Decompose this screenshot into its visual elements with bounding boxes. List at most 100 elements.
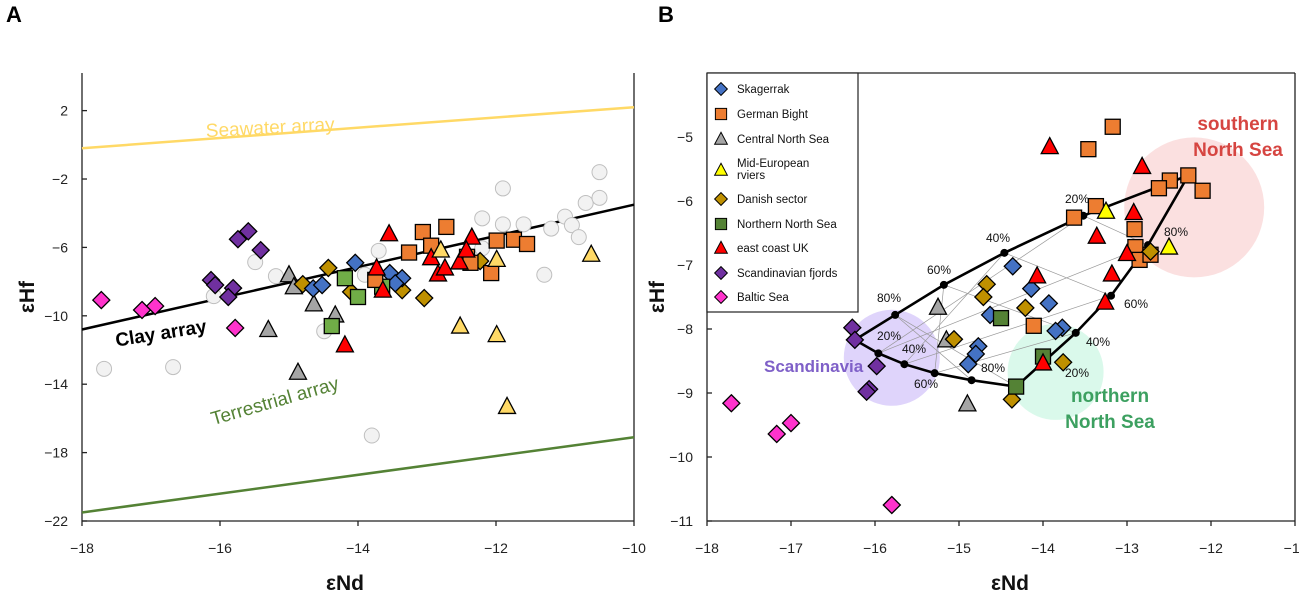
data-point (456, 239, 476, 258)
data-point (591, 189, 608, 206)
data-point (318, 258, 338, 278)
data-point (488, 232, 505, 249)
y-tick-label: −10 (44, 308, 68, 324)
y-axis-title: εHf (16, 280, 39, 313)
data-point (438, 218, 455, 236)
y-tick-label: −8 (677, 321, 693, 337)
chart-panel-a: −18 −16 −14 −12 −102−2−6−10−14−18−22εNdεHfSe… (16, 73, 646, 595)
data-point (515, 216, 532, 233)
legend-label: German Bight (737, 109, 809, 121)
data-point (1040, 136, 1060, 155)
data-point (1194, 182, 1211, 199)
data-point (957, 393, 977, 412)
mixing-percent-label: 20% (1065, 192, 1089, 206)
data-point (570, 229, 587, 246)
legend-item: Northern North Sea (714, 217, 837, 231)
data-point (228, 229, 248, 249)
mixing-grid-line (894, 314, 972, 381)
data-point (1025, 317, 1042, 334)
data-point (1087, 225, 1107, 244)
data-point (1180, 167, 1197, 184)
data-point (581, 243, 601, 262)
data-point (1150, 180, 1168, 197)
y-axis-title: εHf (646, 280, 669, 313)
data-point (96, 360, 113, 377)
legend-marker (713, 191, 729, 207)
mixing-percent-label: 20% (1065, 366, 1089, 380)
mixing-grid-line (904, 295, 1112, 365)
legend-item: Skagerrak (713, 81, 790, 97)
legend-label: Skagerrak (737, 84, 790, 96)
legend-label: east coast UK (737, 243, 809, 255)
y-tick-label: 2 (60, 103, 68, 119)
x-axis-title: εNd (991, 572, 1029, 595)
data-point (367, 257, 387, 276)
data-point (1021, 279, 1041, 299)
x-tick-label: −17 (779, 540, 803, 556)
legend-label: rviers (737, 170, 765, 182)
mixing-percent-label: 60% (927, 263, 951, 277)
mixing-grid-line (878, 244, 1149, 354)
legend-label: Central North Sea (737, 134, 830, 146)
mixing-percent-label: 40% (1086, 335, 1110, 349)
mixing-node (891, 310, 900, 319)
data-point (543, 220, 560, 237)
data-point (288, 361, 308, 380)
x-tick-label: −14 (346, 540, 370, 556)
data-point (247, 254, 264, 271)
mixing-grid-line (894, 314, 1017, 387)
data-point (1102, 263, 1122, 282)
mixing-grid-line (904, 252, 1005, 365)
data-point (767, 424, 787, 444)
mixing-node (1107, 291, 1116, 300)
mixing-percent-label: 40% (902, 342, 926, 356)
legend-label: Baltic Sea (737, 292, 789, 304)
mixing-node (900, 360, 909, 369)
data-point (304, 293, 324, 312)
data-point (336, 270, 354, 287)
mixing-node (939, 280, 948, 289)
data-point (1046, 321, 1066, 341)
data-point (1095, 291, 1115, 310)
data-point (721, 393, 741, 413)
panel-label-a: A (6, 2, 22, 27)
data-point (1126, 221, 1143, 238)
data-point (450, 315, 470, 334)
y-tick-label: −5 (677, 129, 693, 145)
data-point (431, 239, 451, 258)
region-label: Scandinavia (764, 357, 864, 376)
x-tick-label: −15 (947, 540, 971, 556)
x-tick-label: −16 (208, 540, 232, 556)
y-tick-label: −22 (44, 513, 68, 529)
data-point (373, 279, 393, 298)
data-point (1065, 209, 1083, 226)
data-point (1104, 118, 1121, 135)
data-point (781, 413, 801, 433)
legend-item: Danish sector (713, 191, 807, 207)
legend-marker (713, 265, 729, 281)
data-point (1033, 352, 1053, 371)
y-tick-label: −9 (677, 385, 693, 401)
data-point (414, 288, 434, 308)
legend: Skagerrak German Bight Central North Sea Mi… (706, 72, 859, 313)
legend-label: Northern North Sea (737, 219, 837, 231)
x-tick-label: −11 (1284, 540, 1299, 556)
data-point (312, 275, 332, 295)
data-point (1132, 156, 1152, 175)
data-point (449, 251, 470, 270)
y-tick-label: −11 (670, 513, 693, 529)
data-point (1117, 243, 1137, 262)
y-tick-label: −2 (52, 171, 68, 187)
region-label: North Sea (1193, 140, 1283, 161)
x-tick-label: −18 (695, 540, 719, 556)
region-label: southern (1197, 114, 1278, 135)
y-tick-label: −6 (677, 193, 693, 209)
array-label: Terrestrial array (209, 373, 342, 430)
data-point (487, 248, 507, 268)
data-point (165, 359, 182, 376)
data-point (1096, 200, 1116, 219)
data-point (1053, 352, 1073, 372)
data-point (591, 164, 608, 181)
region-circle (1124, 137, 1265, 278)
